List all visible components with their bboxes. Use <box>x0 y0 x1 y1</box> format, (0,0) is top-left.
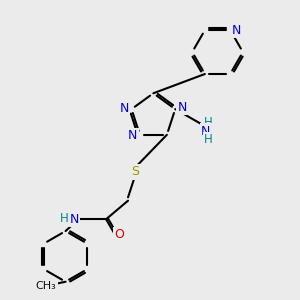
Text: N: N <box>232 24 241 37</box>
Text: CH₃: CH₃ <box>36 281 56 291</box>
Text: N: N <box>201 124 210 138</box>
Text: N: N <box>69 213 79 226</box>
Text: H: H <box>204 116 213 129</box>
Text: N: N <box>119 102 129 115</box>
Text: N: N <box>177 101 187 114</box>
Text: O: O <box>115 228 124 241</box>
Text: H: H <box>60 212 69 225</box>
Text: N: N <box>128 129 137 142</box>
Text: H: H <box>204 134 213 146</box>
Text: S: S <box>131 166 139 178</box>
